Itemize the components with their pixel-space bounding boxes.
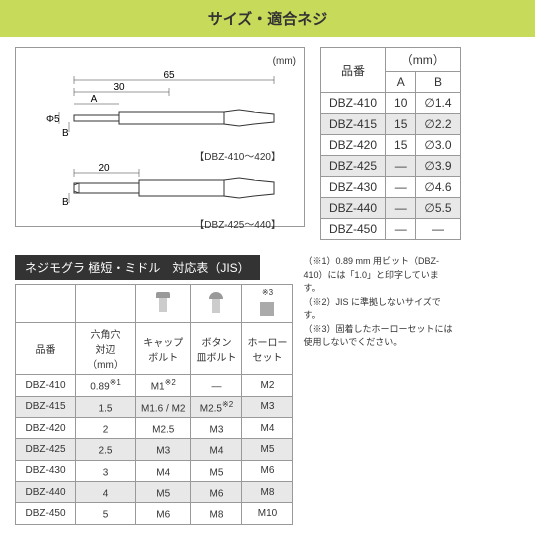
th-part: 品番 (321, 48, 386, 93)
th-part2: 品番 (16, 323, 76, 375)
table-row: DBZ-4202M2.5M3M4 (16, 417, 293, 438)
svg-text:65: 65 (163, 70, 175, 81)
th-hex: 六角穴 対辺（mm） (76, 323, 136, 375)
svg-text:B: B (62, 128, 69, 139)
svg-text:B: B (62, 197, 69, 208)
model-range-top: 【DBZ-410～420】 (24, 148, 296, 163)
th-mm: （mm） (386, 48, 461, 72)
button-bolt-icon (191, 285, 242, 323)
model-range-bottom: 【DBZ-425～440】 (24, 216, 296, 231)
top-section: (mm) 65 30 A Φ5 B 【DBZ-410～420】 (0, 37, 535, 250)
th-cap: キャップ ボルト (136, 323, 191, 375)
th-A: A (386, 72, 416, 93)
table-row: DBZ-42015∅3.0 (321, 135, 461, 156)
table-row: DBZ-4252.5M3M4M5 (16, 439, 293, 460)
unit-label: (mm) (24, 56, 296, 67)
table-row: DBZ-4100.89※1M1※2—M2 (16, 375, 293, 396)
compat-title: ネジモグラ 極短・ミドル 対応表（JIS） (15, 255, 260, 280)
bottom-section: ネジモグラ 極短・ミドル 対応表（JIS） ※3 品番 六角穴 対辺（mm） キ… (0, 250, 535, 530)
table-row: DBZ-4303M4M5M6 (16, 460, 293, 481)
note-1: （※1）0.89 mm 用ビット（DBZ-410）には「1.0」と印字しています… (303, 255, 453, 296)
size-table: 品番 （mm） A B DBZ-41010∅1.4DBZ-41515∅2.2DB… (320, 47, 461, 240)
svg-text:A: A (91, 94, 98, 105)
notes: （※1）0.89 mm 用ビット（DBZ-410）には「1.0」と印字しています… (303, 255, 453, 525)
note-3: （※3）固着したホーローセットには使用しないでください。 (303, 323, 453, 350)
th-button: ボタン 皿ボルト (191, 323, 242, 375)
diagram-box: (mm) 65 30 A Φ5 B 【DBZ-410～420】 (15, 47, 305, 227)
th-B: B (416, 72, 460, 93)
page-title: サイズ・適合ネジ (0, 0, 535, 37)
svg-text:20: 20 (98, 163, 110, 174)
table-row: DBZ-4151.5M1.6 / M2M2.5※2M3 (16, 396, 293, 417)
table-row: DBZ-440—∅5.5 (321, 198, 461, 219)
table-row: DBZ-450—— (321, 219, 461, 240)
cap-bolt-icon (136, 285, 191, 323)
table-row: DBZ-425—∅3.9 (321, 156, 461, 177)
th-hollow: ホーロー セット (242, 323, 293, 375)
table-row: DBZ-4505M6M8M10 (16, 503, 293, 524)
table-row: DBZ-430—∅4.6 (321, 177, 461, 198)
bit-diagram-top: 65 30 A Φ5 B (24, 70, 294, 145)
hollow-set-icon: ※3 (242, 285, 293, 323)
note-2: （※2）JIS に準拠しないサイズです。 (303, 296, 453, 323)
bit-diagram-bottom: 20 B (24, 163, 294, 213)
svg-text:Φ5: Φ5 (46, 114, 60, 125)
table-row: DBZ-4404M5M6M8 (16, 481, 293, 502)
table-row: DBZ-41010∅1.4 (321, 93, 461, 114)
table-row: DBZ-41515∅2.2 (321, 114, 461, 135)
svg-text:30: 30 (113, 82, 125, 93)
compat-table: ※3 品番 六角穴 対辺（mm） キャップ ボルト ボタン 皿ボルト ホーロー … (15, 284, 293, 525)
